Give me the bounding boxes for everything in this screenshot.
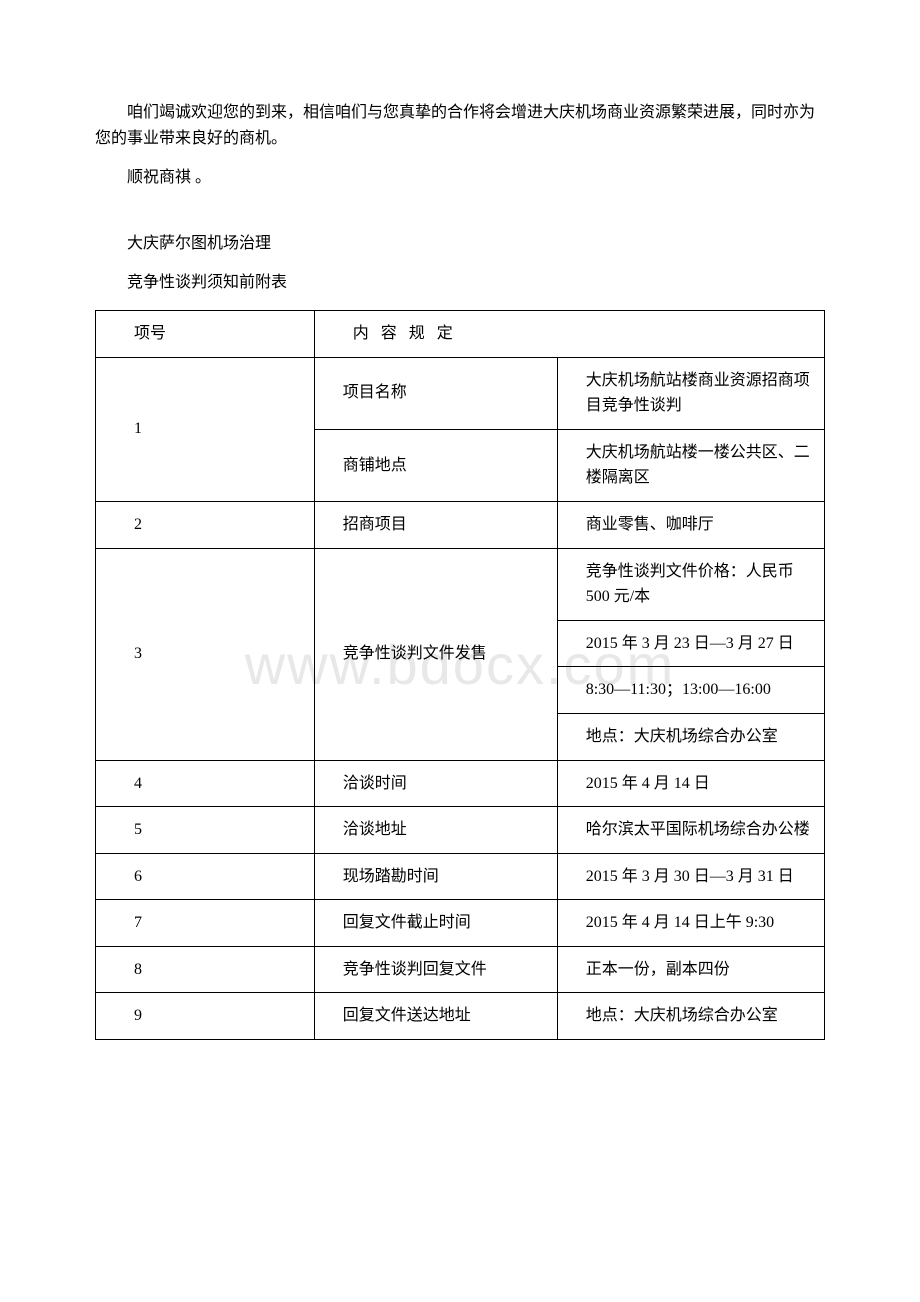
paragraph-company: 大庆萨尔图机场治理 (95, 231, 825, 257)
row-number: 5 (96, 807, 315, 854)
row-number: 1 (96, 357, 315, 501)
row-value: 地点：大庆机场综合办公室 (557, 993, 824, 1040)
row-label: 竞争性谈判回复文件 (314, 946, 557, 993)
paragraph-intro: 咱们竭诚欢迎您的到来，相信咱们与您真挚的合作将会增进大庆机场商业资源繁荣进展，同… (95, 100, 825, 151)
row-label: 回复文件截止时间 (314, 900, 557, 947)
row-value: 8:30—11:30；13:00—16:00 (557, 667, 824, 714)
table-row: 7 回复文件截止时间 2015 年 4 月 14 日上午 9:30 (96, 900, 825, 947)
notice-table: 项号 内 容 规 定 1 项目名称 大庆机场航站楼商业资源招商项目竞争性谈判 商… (95, 310, 825, 1040)
row-value: 2015 年 3 月 23 日—3 月 27 日 (557, 620, 824, 667)
row-label: 洽谈时间 (314, 760, 557, 807)
row-number: 3 (96, 548, 315, 760)
row-value: 大庆机场航站楼商业资源招商项目竞争性谈判 (557, 357, 824, 429)
row-value: 2015 年 3 月 30 日—3 月 31 日 (557, 853, 824, 900)
row-number: 4 (96, 760, 315, 807)
table-row: 1 项目名称 大庆机场航站楼商业资源招商项目竞争性谈判 (96, 357, 825, 429)
row-value: 商业零售、咖啡厅 (557, 501, 824, 548)
row-value: 大庆机场航站楼一楼公共区、二楼隔离区 (557, 429, 824, 501)
document-content: 咱们竭诚欢迎您的到来，相信咱们与您真挚的合作将会增进大庆机场商业资源繁荣进展，同… (95, 100, 825, 1040)
paragraph-greeting: 顺祝商祺 。 (95, 165, 825, 191)
row-number: 7 (96, 900, 315, 947)
table-row: 3 竞争性谈判文件发售 竞争性谈判文件价格：人民币 500 元/本 (96, 548, 825, 620)
row-number: 2 (96, 501, 315, 548)
table-header-row: 项号 内 容 规 定 (96, 310, 825, 357)
table-row: 8 竞争性谈判回复文件 正本一份，副本四份 (96, 946, 825, 993)
row-label: 招商项目 (314, 501, 557, 548)
table-row: 4 洽谈时间 2015 年 4 月 14 日 (96, 760, 825, 807)
table-row: 2 招商项目 商业零售、咖啡厅 (96, 501, 825, 548)
row-value: 2015 年 4 月 14 日 (557, 760, 824, 807)
row-label: 竞争性谈判文件发售 (314, 548, 557, 760)
row-label: 商铺地点 (314, 429, 557, 501)
table-row: 9 回复文件送达地址 地点：大庆机场综合办公室 (96, 993, 825, 1040)
header-item-number: 项号 (96, 310, 315, 357)
row-number: 6 (96, 853, 315, 900)
row-value: 2015 年 4 月 14 日上午 9:30 (557, 900, 824, 947)
row-value: 竞争性谈判文件价格：人民币 500 元/本 (557, 548, 824, 620)
row-number: 8 (96, 946, 315, 993)
row-label: 现场踏勘时间 (314, 853, 557, 900)
table-row: 5 洽谈地址 哈尔滨太平国际机场综合办公楼 (96, 807, 825, 854)
row-value: 地点：大庆机场综合办公室 (557, 713, 824, 760)
row-label: 洽谈地址 (314, 807, 557, 854)
row-label: 项目名称 (314, 357, 557, 429)
row-number: 9 (96, 993, 315, 1040)
header-content: 内 容 规 定 (314, 310, 824, 357)
row-label: 回复文件送达地址 (314, 993, 557, 1040)
row-value: 哈尔滨太平国际机场综合办公楼 (557, 807, 824, 854)
table-caption: 竞争性谈判须知前附表 (95, 270, 825, 296)
row-value: 正本一份，副本四份 (557, 946, 824, 993)
table-row: 6 现场踏勘时间 2015 年 3 月 30 日—3 月 31 日 (96, 853, 825, 900)
